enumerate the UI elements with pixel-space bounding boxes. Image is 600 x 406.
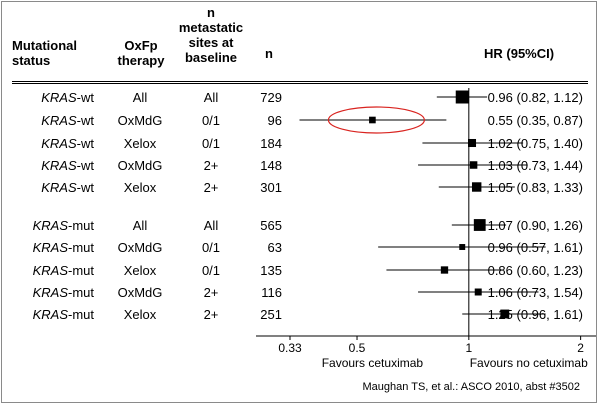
row-metastatic-sites: 0/1 (201, 136, 221, 151)
row-therapy: OxMdG (117, 113, 163, 128)
gene-status: -mut (68, 285, 94, 300)
row-n: 729 (260, 90, 282, 105)
gene-status: -mut (68, 263, 94, 278)
gene-name: KRAS (41, 90, 77, 105)
gene-name: KRAS (41, 158, 77, 173)
gene-name: KRAS (41, 113, 77, 128)
row-n: 301 (260, 180, 282, 195)
header-hr: HR (95%CI) (484, 46, 555, 61)
row-n: 96 (267, 113, 282, 128)
gene-status: -wt (76, 90, 94, 105)
row-mutational-status: KRAS-wt (12, 113, 94, 128)
favours-cetuximab-label: Favours cetuximab (322, 356, 424, 370)
hr-marker (473, 219, 486, 231)
row-therapy: Xelox (123, 307, 157, 322)
row-hr-ci: 1.03 (0.73, 1.44) (487, 158, 583, 173)
row-therapy: OxMdG (117, 158, 163, 173)
gene-status: -mut (68, 307, 94, 322)
row-metastatic-sites: 0/1 (201, 240, 221, 255)
row-mutational-status: KRAS-wt (12, 158, 94, 173)
hr-marker (471, 182, 482, 192)
row-therapy: Xelox (123, 263, 157, 278)
x-tick-label: 0.33 (278, 341, 302, 355)
row-hr-ci: 1.07 (0.90, 1.26) (487, 218, 583, 233)
hr-marker (468, 138, 477, 148)
gene-status: -wt (76, 113, 94, 128)
row-mutational-status: KRAS-wt (12, 180, 94, 195)
highlight-ellipse (327, 106, 425, 134)
favours-no-cetuximab-label: Favours no cetuximab (470, 356, 588, 370)
header-metastatic-sites: n metastatic sites at baseline (178, 5, 244, 65)
hr-marker (500, 309, 510, 319)
row-mutational-status: KRAS-mut (12, 285, 94, 300)
x-tick-label: 0.5 (349, 341, 366, 355)
row-n: 565 (260, 218, 282, 233)
gene-name: KRAS (32, 263, 68, 278)
row-n: 63 (267, 240, 282, 255)
row-therapy: OxMdG (117, 285, 163, 300)
hr-marker (459, 244, 466, 250)
gene-status: -wt (76, 136, 94, 151)
header-n: n (265, 46, 273, 61)
gene-name: KRAS (32, 285, 68, 300)
gene-name: KRAS (41, 180, 77, 195)
row-hr-ci: 1.02 (0.75, 1.40) (487, 136, 583, 151)
hr-marker (474, 288, 482, 296)
x-tick-label: 1 (465, 341, 472, 355)
row-therapy: Xelox (123, 180, 157, 195)
row-metastatic-sites: 0/1 (201, 263, 221, 278)
row-metastatic-sites: 2+ (203, 307, 219, 322)
row-n: 251 (260, 307, 282, 322)
source-citation: Maughan TS, et al.: ASCO 2010, abst #350… (362, 381, 581, 393)
row-mutational-status: KRAS-mut (12, 307, 94, 322)
row-hr-ci: 0.86 (0.60, 1.23) (487, 263, 583, 278)
row-hr-ci: 1.05 (0.83, 1.33) (487, 180, 583, 195)
row-therapy: All (132, 218, 148, 233)
gene-status: -mut (68, 240, 94, 255)
row-therapy: All (132, 90, 148, 105)
row-therapy: Xelox (123, 136, 157, 151)
row-hr-ci: 0.55 (0.35, 0.87) (487, 113, 583, 128)
row-n: 135 (260, 263, 282, 278)
row-metastatic-sites: All (203, 90, 219, 105)
gene-name: KRAS (32, 307, 68, 322)
header-mutational-status: Mutational status (12, 38, 77, 68)
row-mutational-status: KRAS-mut (12, 263, 94, 278)
header-rule-bottom (12, 83, 588, 84)
row-mutational-status: KRAS-wt (12, 90, 94, 105)
hr-marker (469, 161, 478, 169)
gene-status: -wt (76, 180, 94, 195)
hr-marker (369, 116, 376, 124)
row-n: 116 (261, 285, 282, 300)
row-mutational-status: KRAS-wt (12, 136, 94, 151)
gene-name: KRAS (32, 240, 68, 255)
row-metastatic-sites: 0/1 (201, 113, 221, 128)
header-oxfp-therapy: OxFp therapy (117, 38, 165, 68)
x-tick-label: 2 (577, 341, 584, 355)
row-hr-ci: 0.96 (0.82, 1.12) (487, 90, 583, 105)
row-mutational-status: KRAS-mut (12, 240, 94, 255)
row-metastatic-sites: 2+ (203, 285, 219, 300)
hr-marker (440, 266, 449, 274)
gene-name: KRAS (32, 218, 68, 233)
row-therapy: OxMdG (117, 240, 163, 255)
row-mutational-status: KRAS-mut (12, 218, 94, 233)
gene-status: -wt (76, 158, 94, 173)
row-n: 148 (260, 158, 282, 173)
row-metastatic-sites: All (203, 218, 219, 233)
row-n: 184 (260, 136, 282, 151)
gene-status: -mut (68, 218, 94, 233)
row-metastatic-sites: 2+ (203, 180, 219, 195)
header-rule-top (12, 81, 588, 82)
hr-marker (455, 90, 469, 104)
row-metastatic-sites: 2+ (203, 158, 219, 173)
gene-name: KRAS (41, 136, 77, 151)
